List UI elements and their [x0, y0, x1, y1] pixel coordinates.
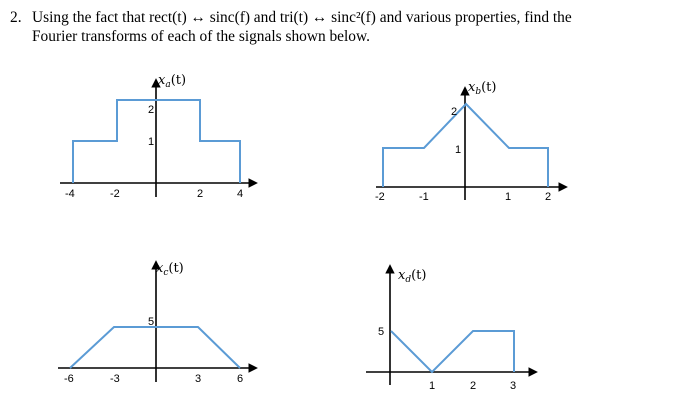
plot-a-title: xa(t) — [158, 73, 186, 90]
plot-b: xb(t) 2 1 -2 -1 1 2 — [375, 80, 568, 203]
plot-a-xtick-2: 2 — [197, 188, 203, 200]
plot-d-signal — [390, 330, 515, 374]
plot-d-xtick-1: 1 — [429, 380, 435, 392]
plot-d-title: xd(t) — [398, 268, 426, 285]
problem-number: 2. — [10, 9, 22, 26]
plot-b-ytick-2: 2 — [451, 106, 457, 118]
problem-line-2: Fourier transforms of each of the signal… — [32, 28, 370, 45]
plot-a-xtick-m4: -4 — [65, 188, 75, 200]
plot-b-xtick-2: 2 — [545, 191, 551, 203]
plot-a-xtick-4: 4 — [237, 188, 243, 200]
plot-c-xtick-m3: -3 — [110, 373, 120, 385]
plot-a-ytick-1: 1 — [148, 136, 154, 148]
plot-c-ytick-5: 5 — [148, 316, 154, 328]
plot-c-title: xc(t) — [156, 261, 184, 278]
plot-d-xtick-2: 2 — [470, 380, 476, 392]
plot-c: xc(t) 5 -6 -3 3 6 — [58, 260, 258, 385]
plot-b-title: xb(t) — [468, 80, 496, 97]
plot-b-xtick-m2: -2 — [375, 191, 385, 203]
plot-a: xa(t) 2 1 -4 -2 2 4 — [60, 73, 258, 200]
plot-b-xtick-m1: -1 — [419, 191, 429, 203]
plot-d: xd(t) 5 1 2 3 — [366, 264, 538, 392]
plot-b-xtick-1: 1 — [505, 191, 511, 203]
plot-c-xtick-m6: -6 — [64, 373, 74, 385]
plot-a-xtick-m2: -2 — [110, 188, 120, 200]
plot-b-ytick-1: 1 — [455, 144, 461, 156]
problem-line-1: Using the fact that rect(t) ↔ sinc(f) an… — [32, 9, 572, 26]
plot-c-xtick-3: 3 — [195, 373, 201, 385]
plot-c-xtick-6: 6 — [237, 373, 243, 385]
plot-a-signal — [72, 99, 241, 183]
plot-b-signal — [382, 102, 549, 187]
plot-a-ytick-2: 2 — [148, 104, 154, 116]
plot-d-xtick-3: 3 — [510, 380, 516, 392]
problem-statement: 2. Using the fact that rect(t) ↔ sinc(f) … — [10, 8, 660, 46]
plot-c-signal — [69, 326, 241, 369]
plot-d-ytick-5: 5 — [378, 326, 384, 338]
